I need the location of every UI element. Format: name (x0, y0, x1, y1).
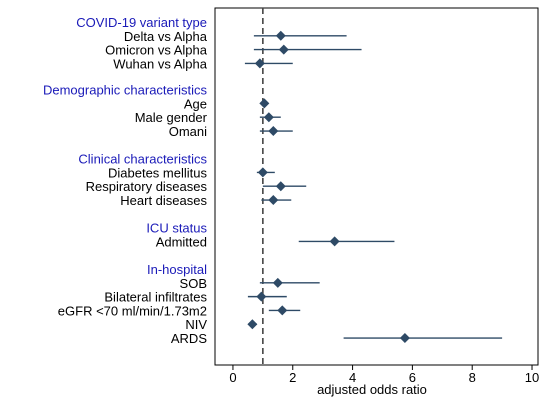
row-label: ARDS (171, 331, 207, 346)
estimate-marker (275, 30, 286, 41)
row-5-3: eGFR <70 ml/min/1.73m2 (58, 303, 301, 318)
plot-frame (214, 7, 539, 366)
x-tick-label: 4 (349, 370, 356, 385)
row-5-4: NIV (185, 317, 258, 332)
row-5-5: ARDS (171, 331, 503, 346)
row-label: Bilateral infiltrates (104, 290, 207, 305)
row-5-2: Bilateral infiltrates (104, 290, 287, 305)
row-5-1: SOB (180, 276, 320, 291)
row-label: Heart diseases (120, 193, 207, 208)
row-label: SOB (180, 276, 207, 291)
estimate-marker (268, 126, 279, 137)
group-heading: ICU status (146, 221, 207, 236)
row-3-1: Diabetes mellitus (108, 165, 275, 180)
x-tick-label: 0 (229, 370, 236, 385)
row-label: Male gender (135, 110, 208, 125)
row-2-2: Male gender (135, 110, 281, 125)
group-heading: COVID-19 variant type (76, 15, 207, 30)
estimate-marker (259, 98, 270, 109)
x-axis-title: adjusted odds ratio (317, 382, 427, 397)
estimate-marker (272, 277, 283, 288)
group-heading: In-hospital (147, 262, 207, 277)
row-label: Admitted (156, 234, 207, 249)
estimate-marker (278, 44, 289, 55)
group-heading: Demographic characteristics (43, 83, 208, 98)
row-label: Delta vs Alpha (124, 29, 208, 44)
row-1-3: Wuhan vs Alpha (113, 56, 293, 71)
row-label: NIV (185, 317, 207, 332)
estimate-marker (257, 167, 268, 178)
row-1-2: Omicron vs Alpha (105, 43, 362, 58)
group-heading: Clinical characteristics (78, 152, 207, 167)
x-tick-label: 6 (409, 370, 416, 385)
row-label: eGFR <70 ml/min/1.73m2 (58, 303, 207, 318)
estimate-marker (275, 181, 286, 192)
row-2-1: Age (184, 96, 270, 111)
x-axis: 0 2 4 6 8 10 (229, 365, 539, 385)
row-1-1: Delta vs Alpha (124, 29, 347, 44)
row-3-3: Heart diseases (120, 193, 292, 208)
row-label: Wuhan vs Alpha (113, 56, 207, 71)
estimate-marker (247, 319, 258, 330)
row-4-1: Admitted (156, 234, 395, 249)
x-tick-label: 2 (289, 370, 296, 385)
x-tick-label: 8 (469, 370, 476, 385)
estimate-marker (329, 236, 340, 247)
estimate-marker (399, 333, 410, 344)
estimate-marker (263, 112, 274, 123)
row-label: Age (184, 96, 207, 111)
row-label: Omani (169, 124, 207, 139)
estimate-marker (268, 195, 279, 206)
estimate-marker (256, 291, 267, 302)
row-label: Diabetes mellitus (108, 165, 207, 180)
estimate-marker (254, 58, 265, 69)
row-2-3: Omani (169, 124, 293, 139)
row-3-2: Respiratory diseases (86, 179, 307, 194)
x-tick-label: 10 (525, 370, 539, 385)
estimate-marker (277, 305, 288, 316)
row-label: Omicron vs Alpha (105, 43, 208, 58)
row-label: Respiratory diseases (86, 179, 208, 194)
